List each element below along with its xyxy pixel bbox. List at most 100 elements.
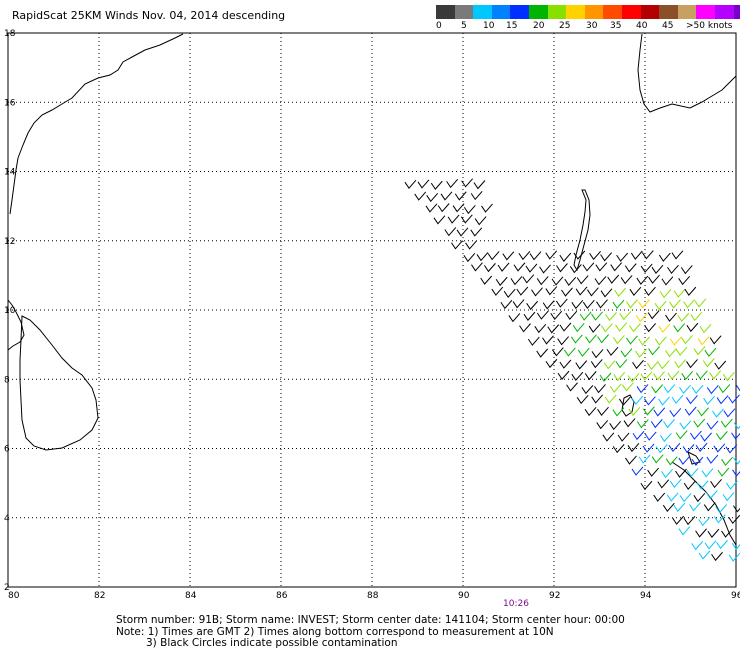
wind-barb	[545, 358, 558, 369]
wind-barb	[725, 444, 738, 454]
wind-barb	[642, 443, 655, 453]
colorbar-cells	[436, 5, 740, 19]
wind-barb	[571, 371, 584, 381]
wind-barb	[614, 287, 626, 297]
wind-barb	[557, 336, 569, 346]
wind-barb	[596, 299, 608, 309]
wind-barb	[579, 311, 592, 321]
wind-barb	[425, 203, 438, 213]
colorbar-label-40: 40	[636, 21, 648, 31]
wind-barb	[555, 298, 568, 308]
wind-barb	[731, 542, 740, 550]
wind-barb	[484, 263, 496, 273]
wind-barb	[636, 384, 649, 394]
colorbar-label-45: 45	[662, 21, 674, 31]
wind-barb	[534, 323, 547, 334]
wind-barb	[610, 262, 623, 272]
wind-barb	[513, 262, 526, 272]
wind-barb	[646, 360, 659, 371]
wind-speed-colorbar: 0 5 10 15 20 25 30 35 40 45 >50 knots	[436, 5, 740, 31]
wind-barb	[675, 468, 687, 478]
wind-barb	[700, 432, 712, 442]
colorbar-label-10: 10	[483, 21, 495, 31]
india-east-coast	[9, 33, 184, 215]
wind-barb	[678, 275, 691, 286]
wind-barb	[626, 299, 638, 309]
wind-barb	[695, 370, 708, 380]
wind-barb	[675, 430, 688, 440]
wind-barb	[658, 396, 670, 406]
wind-barb	[503, 288, 516, 299]
wind-barb	[437, 203, 450, 213]
wind-barb	[606, 346, 619, 357]
wind-barb	[732, 505, 740, 513]
map-title: RapidScat 25KM Winds Nov. 04, 2014 desce…	[12, 9, 286, 22]
wind-barb	[440, 191, 453, 201]
wind-barb	[657, 360, 670, 370]
wind-barb	[683, 515, 696, 526]
wind-barb	[430, 180, 443, 190]
lat-tick-label-14: 14	[4, 168, 16, 178]
wind-barb	[686, 322, 699, 333]
wind-barb	[632, 430, 645, 441]
wind-barb	[644, 323, 657, 333]
lon-tick-label-90: 90	[458, 591, 470, 601]
wind-barb	[460, 214, 473, 224]
wind-barb	[725, 480, 738, 490]
wind-barb	[576, 275, 589, 285]
wind-barb	[683, 299, 695, 309]
lat-tick-label-12: 12	[4, 237, 15, 247]
wind-barb	[640, 371, 653, 381]
wind-barb	[665, 312, 677, 322]
wind-barb	[635, 348, 647, 358]
wind-barb	[539, 264, 551, 274]
wind-barb	[709, 335, 722, 345]
wind-barb	[659, 289, 672, 299]
wind-barb	[502, 251, 515, 261]
wind-barb	[653, 492, 666, 502]
wind-barb	[565, 310, 578, 320]
wind-barb	[699, 324, 712, 334]
wind-barb	[643, 396, 656, 406]
wind-barb	[631, 395, 644, 405]
colorbar-label-30: 30	[586, 21, 598, 31]
wind-barb	[706, 385, 719, 395]
wind-barb	[655, 444, 668, 454]
wind-barb	[454, 191, 467, 201]
wind-barb	[667, 264, 679, 275]
wind-barb	[622, 382, 634, 392]
lat-tick-label-6: 6	[4, 445, 10, 455]
wind-barb	[563, 347, 576, 357]
wind-barb	[663, 419, 675, 429]
wind-barb	[627, 443, 640, 453]
wind-barb	[615, 322, 627, 332]
sri-lanka	[19, 315, 99, 451]
wind-barb	[679, 384, 691, 395]
wind-barb	[677, 312, 690, 323]
wind-barb	[612, 299, 625, 309]
wind-barb	[654, 300, 667, 311]
wind-barb	[597, 334, 610, 344]
wind-barb	[626, 335, 638, 345]
wind-barb	[569, 264, 582, 274]
wind-barb	[707, 528, 720, 538]
wind-barb	[525, 263, 538, 273]
wind-barb	[640, 480, 653, 491]
wind-barb	[658, 323, 671, 333]
india-south-coast	[7, 299, 25, 351]
wind-barb	[661, 468, 673, 479]
wind-barb	[531, 287, 543, 297]
wind-barb	[536, 276, 549, 286]
wind-barb	[702, 358, 715, 368]
wind-barb	[706, 454, 719, 464]
wind-barb	[691, 456, 704, 466]
wind-barb	[715, 504, 728, 514]
wind-barb	[647, 467, 660, 477]
wind-barb	[704, 347, 717, 358]
wind-barb	[712, 408, 724, 418]
wind-barb	[651, 264, 664, 275]
wind-barb	[628, 406, 641, 416]
wind-barb	[573, 250, 586, 260]
wind-barb	[720, 418, 733, 428]
